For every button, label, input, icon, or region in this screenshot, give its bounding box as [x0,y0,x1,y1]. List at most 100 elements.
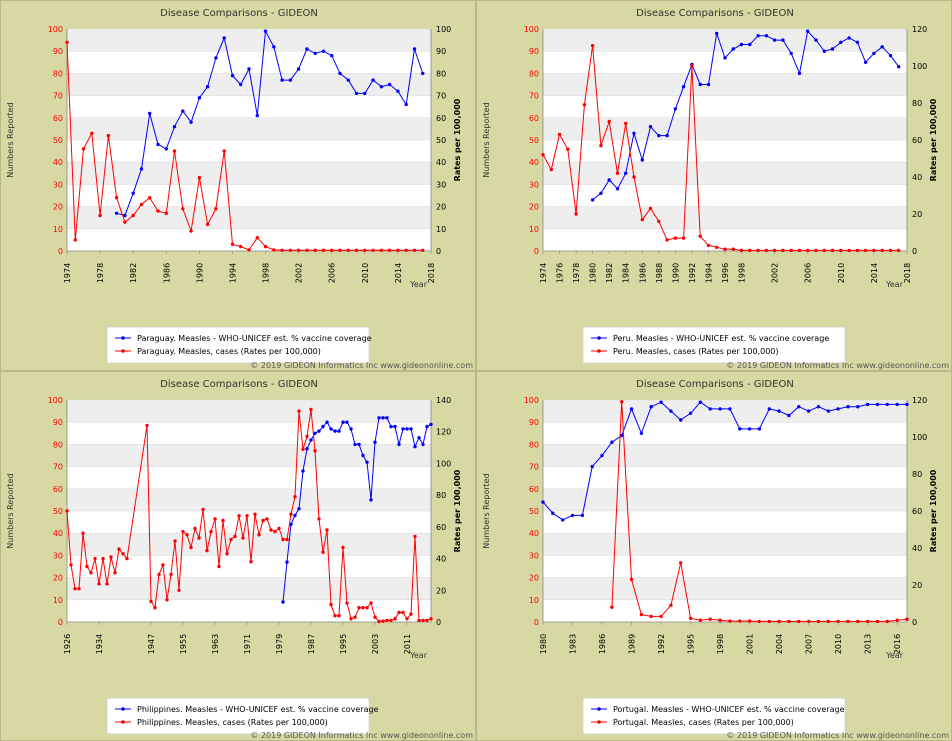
data-point [81,147,86,151]
x-axis-label: Year [885,280,904,289]
data-point [629,577,634,582]
data-point [65,40,69,44]
y-tick-right-label: 0 [912,618,917,627]
data-point [615,171,620,175]
x-tick-label: 1983 [569,634,578,654]
data-point [846,405,850,409]
data-point [149,599,153,604]
data-point [197,96,202,100]
series-line-coverage [116,29,424,217]
grid-band [67,206,431,229]
data-point [121,552,125,556]
data-point [615,187,620,191]
x-tick-label: 1955 [179,634,188,654]
grid-band [543,117,907,140]
x-tick-label: 1947 [147,634,156,654]
x-tick-label: 2001 [746,634,755,654]
x-tick-label: 1978 [96,263,105,283]
y-tick-right-label: 80 [912,470,922,479]
grid-band [543,444,907,467]
data-point [888,248,893,253]
data-point [905,402,909,407]
data-point [764,34,769,38]
data-point [209,529,213,534]
data-point [93,556,97,561]
copyright-text: © 2019 GIDEON Informatics Inc www.gideon… [726,361,949,370]
y-tick-left-label: 50 [53,136,63,145]
data-point [177,588,181,592]
data-point [888,53,893,58]
data-point [648,125,653,129]
data-point [301,469,305,473]
y-tick-left-label: 60 [53,114,63,123]
data-point [632,131,636,135]
data-point [404,102,408,107]
data-point [822,248,826,253]
x-tick-label: 1998 [262,263,271,283]
data-point [797,248,802,253]
data-point [639,612,644,617]
data-point [123,220,127,224]
data-point [253,512,257,516]
data-point [673,236,678,240]
data-point [895,402,899,407]
y-tick-right-label: 0 [436,618,441,627]
y-axis-right-label: Rates per 100,000 [929,469,938,552]
y-axis-left-label: Numbers Reported [482,102,491,177]
data-point [269,528,273,532]
data-point [895,618,899,622]
data-point [789,51,793,56]
legend-entry: Paraguay. Measles, cases (Rates per 100,… [137,347,321,356]
x-tick-label: 1990 [195,263,204,283]
data-point [161,563,165,567]
legend-box [582,697,846,735]
data-point [599,191,603,195]
y-tick-right-label: 40 [436,555,446,564]
data-point [610,440,614,444]
data-point [764,248,769,253]
data-point [797,71,802,76]
grid-band [543,577,907,600]
y-tick-left-label: 50 [529,507,539,516]
x-tick-label: 1982 [605,263,614,283]
y-tick-left-label: 100 [48,396,63,405]
data-point [772,38,777,42]
data-point [814,38,818,42]
data-point [148,196,152,200]
data-point [353,442,357,447]
data-point [109,555,113,559]
data-point [125,556,129,561]
copyright-text: © 2019 GIDEON Informatics Inc www.gideon… [250,361,473,370]
data-point [89,571,93,575]
data-point [345,601,349,605]
data-point [421,618,425,623]
data-point [624,171,628,175]
data-point [885,619,889,624]
data-point [255,113,259,118]
data-point [189,120,193,124]
y-tick-left-label: 90 [529,47,539,56]
legend-swatch-marker [121,336,125,340]
y-tick-left-label: 0 [534,247,539,256]
data-point [387,248,392,252]
data-point [856,619,860,624]
data-point [296,67,301,71]
y-tick-left-label: 100 [524,25,539,34]
x-tick-label: 2006 [328,263,337,283]
data-point [640,217,644,222]
data-point [309,438,313,442]
data-point [412,47,417,51]
data-point [222,36,226,40]
data-point [669,409,673,413]
y-tick-right-label: 100 [436,25,451,34]
data-point [173,539,177,543]
x-tick-label: 2016 [893,634,902,654]
data-point [230,73,235,78]
legend-swatch-marker [597,707,601,711]
data-point [401,427,405,431]
data-point [113,571,117,575]
grid-band [67,488,431,511]
data-point [185,533,189,537]
data-point [404,248,408,252]
data-point [816,405,821,409]
